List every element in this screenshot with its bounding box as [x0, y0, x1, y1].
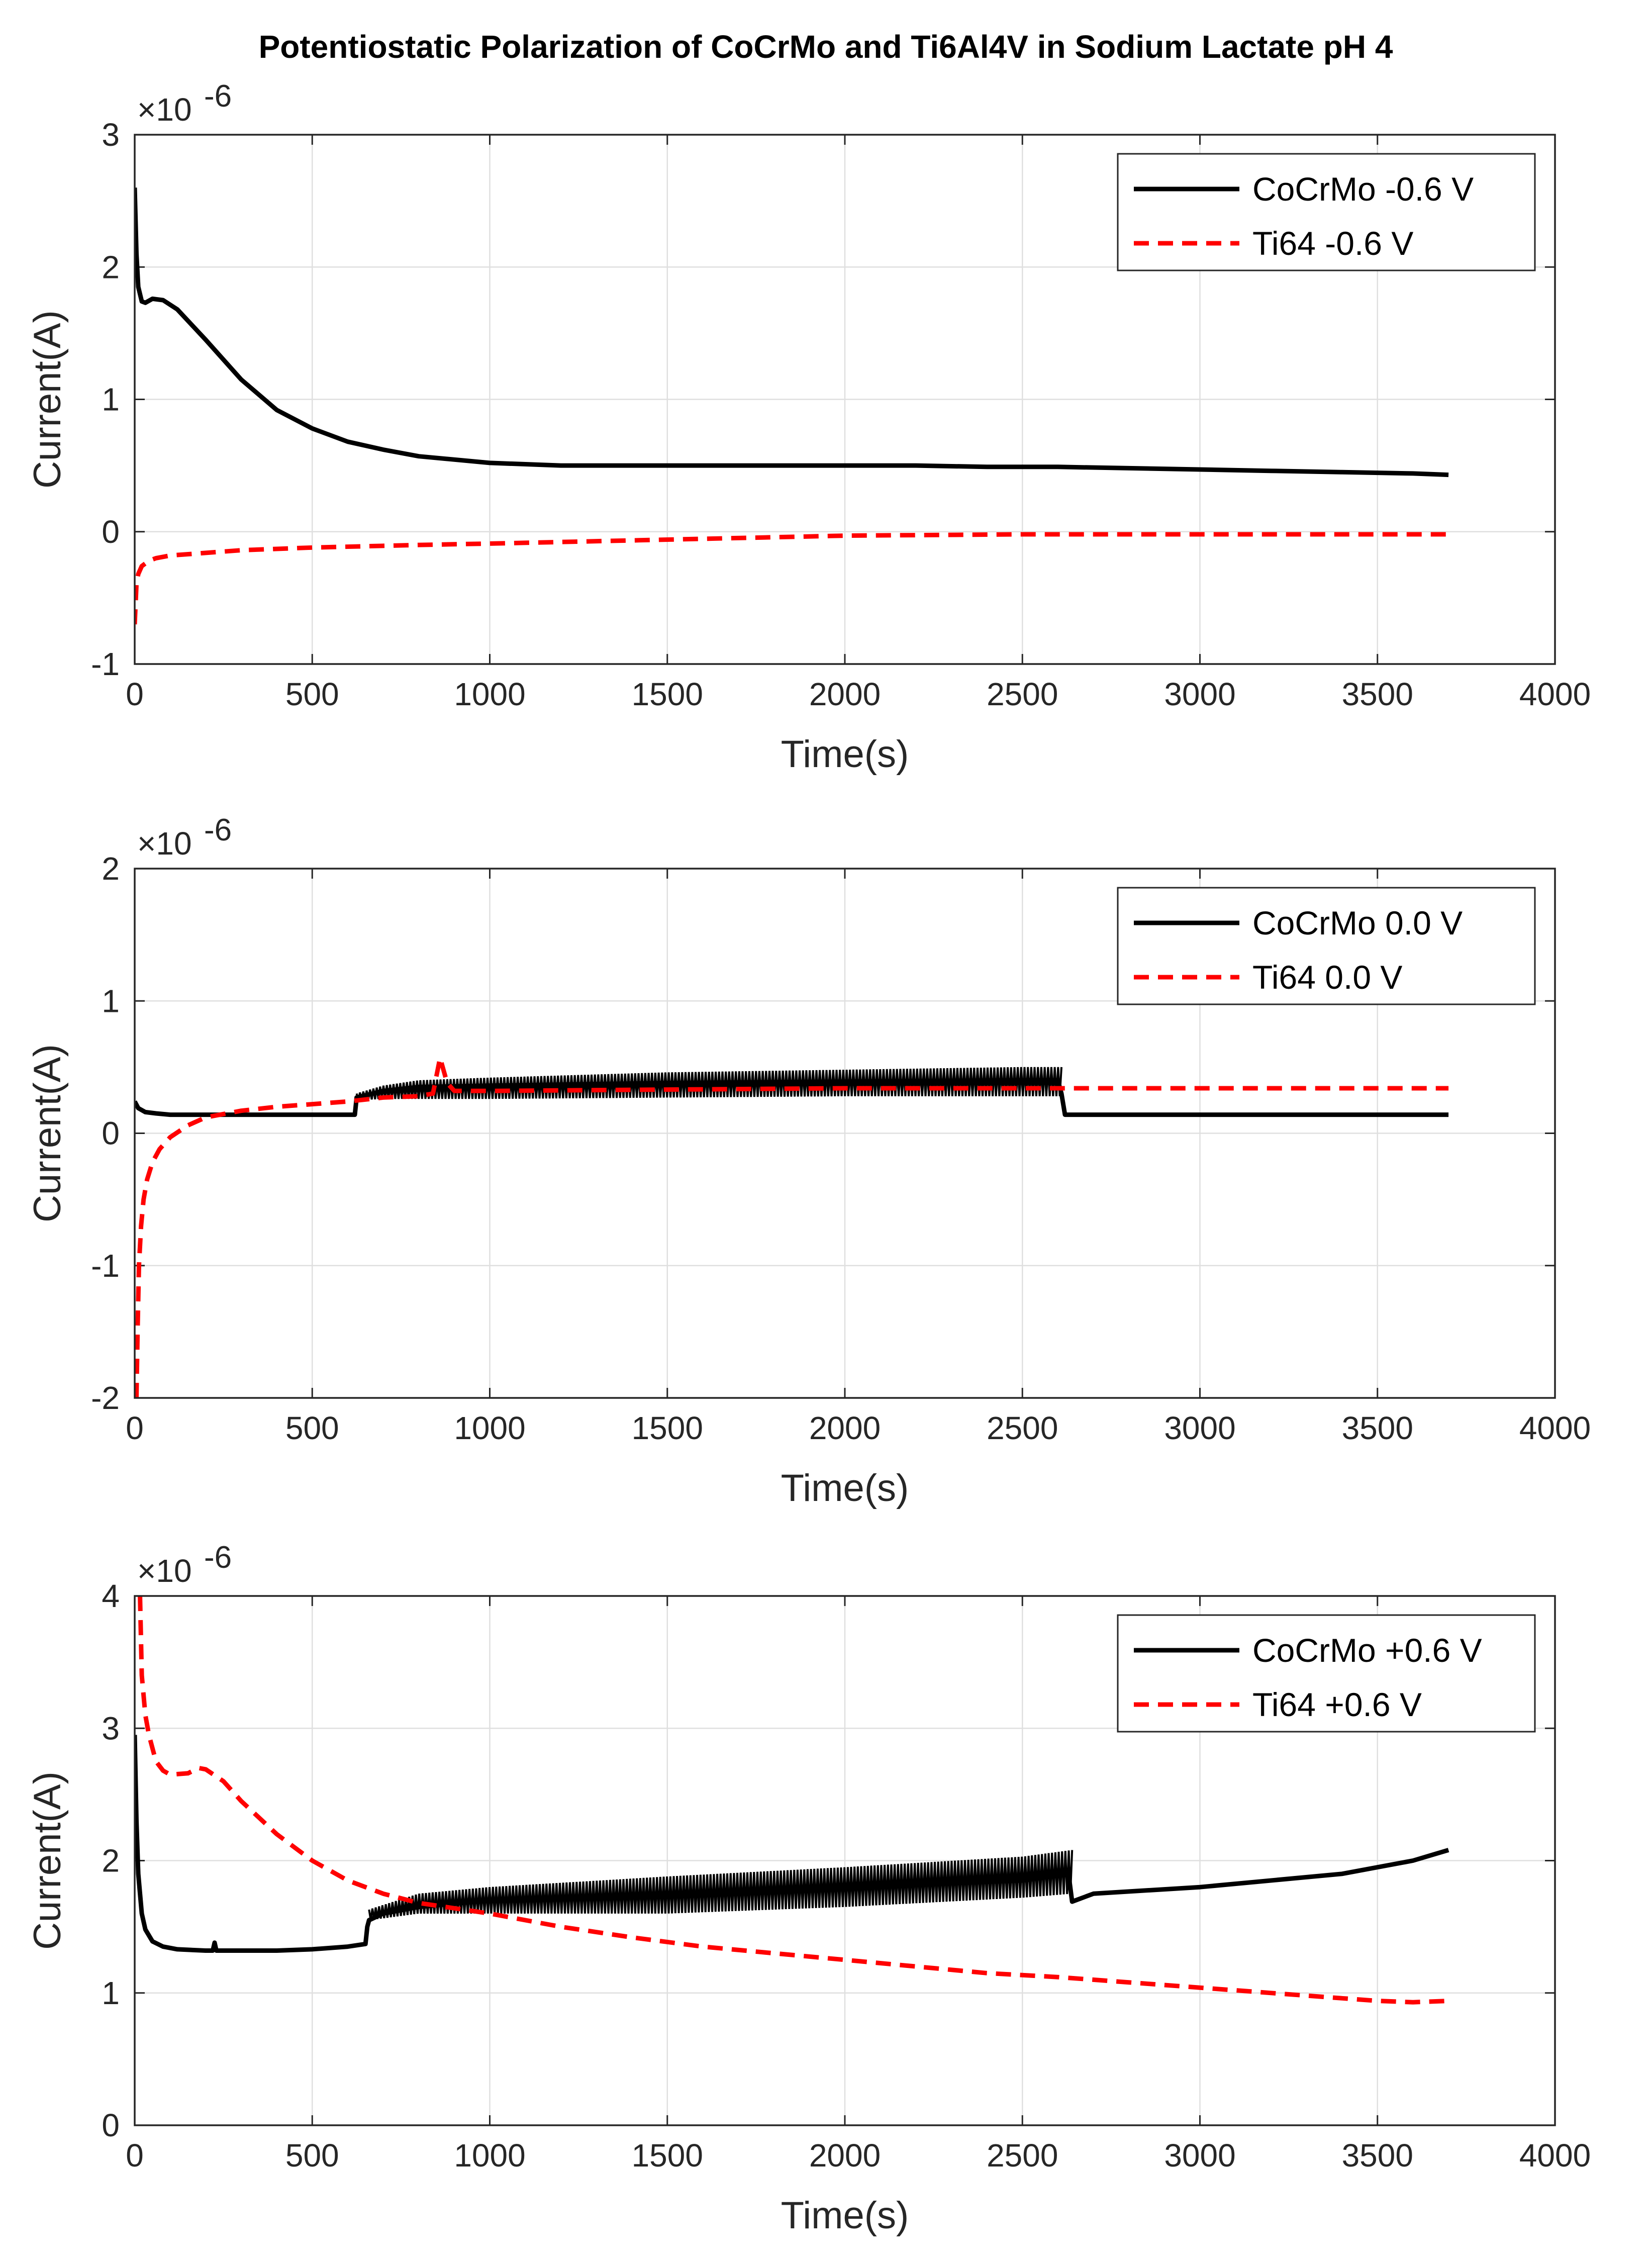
- y-tick-label: 1: [102, 983, 120, 1019]
- x-tick-label: 0: [126, 1410, 144, 1446]
- legend: CoCrMo +0.6 V Ti64 +0.6 V: [1117, 1614, 1536, 1733]
- legend: CoCrMo -0.6 V Ti64 -0.6 V: [1117, 153, 1536, 271]
- x-tick-label: 4000: [1519, 1410, 1591, 1446]
- x-axis-label: Time(s): [781, 1467, 909, 1510]
- x-tick-label: 4000: [1519, 2137, 1591, 2174]
- y-tick-label: 0: [102, 1115, 120, 1152]
- cocrmo-oscillation-band: [368, 1850, 1074, 1920]
- y-exponent-value: -6: [204, 79, 232, 114]
- y-tick-label: 3: [102, 117, 120, 153]
- legend-label: Ti64 0.0 V: [1252, 959, 1402, 996]
- x-tick-label: 1500: [632, 2137, 703, 2174]
- y-tick-label: 1: [102, 382, 120, 418]
- legend-box: [1117, 1614, 1536, 1733]
- legend-label: CoCrMo -0.6 V: [1252, 170, 1474, 208]
- figure-title: Potentiostatic Polarization of CoCrMo an…: [259, 29, 1393, 65]
- x-tick-label: 4000: [1519, 676, 1591, 712]
- data-layer: [135, 1055, 1449, 1398]
- x-tick-label: 1000: [454, 1410, 525, 1446]
- y-tick-label: 2: [102, 1843, 120, 1879]
- x-axis-label: Time(s): [781, 733, 909, 776]
- x-tick-label: 3000: [1164, 1410, 1235, 1446]
- axes-box: [134, 134, 1556, 665]
- legend-label: CoCrMo +0.6 V: [1252, 1632, 1482, 1669]
- x-tick-label: 2000: [809, 1410, 881, 1446]
- x-tick-label: 1500: [632, 1410, 703, 1446]
- chart-panel-3: 0 500 1000 1500 2000 2500 3000 3500 4000 0 1 2 3 4 ×10…: [26, 1540, 1591, 2237]
- y-tick-label: -2: [91, 1380, 120, 1416]
- y-tick-label: 0: [102, 514, 120, 550]
- y-exponent-value: -6: [204, 1540, 232, 1575]
- x-tick-label: 1500: [632, 676, 703, 712]
- legend-label: CoCrMo 0.0 V: [1252, 904, 1463, 941]
- y-axis-label: Current(A): [26, 1771, 69, 1950]
- x-tick-label: 3000: [1164, 2137, 1235, 2174]
- x-tick-label: 1000: [454, 676, 525, 712]
- data-layer: [135, 187, 1449, 625]
- y-tick-label: 2: [102, 851, 120, 887]
- x-tick-label: 2500: [987, 2137, 1058, 2174]
- cocrmo-series-line: [135, 1735, 1449, 1953]
- y-exponent-multiplier: ×10: [137, 825, 192, 862]
- legend-box: [1117, 887, 1536, 1005]
- y-tick-label: 4: [102, 1578, 120, 1614]
- ti64-series-line: [135, 532, 1449, 625]
- chart-panel-2: 0 500 1000 1500 2000 2500 3000 3500 4000 -2 -1 0 1 2 ×…: [26, 813, 1591, 1510]
- x-tick-label: 2500: [987, 676, 1058, 712]
- y-tick-label: 3: [102, 1710, 120, 1746]
- x-tick-label: 3500: [1342, 1410, 1413, 1446]
- x-tick-label: 1000: [454, 2137, 525, 2174]
- legend: CoCrMo 0.0 V Ti64 0.0 V: [1117, 887, 1536, 1005]
- y-axis-label: Current(A): [26, 1044, 69, 1222]
- chart-panel-1: 0 500 1000 1500 2000 2500 3000 3500 4000-10123×1…: [26, 79, 1591, 776]
- x-tick-label: 0: [126, 676, 144, 712]
- y-exponent-multiplier: ×10: [137, 91, 192, 128]
- x-tick-label: 2000: [809, 676, 881, 712]
- y-tick-label: -1: [91, 646, 120, 682]
- x-tick-label: 3500: [1342, 676, 1413, 712]
- x-tick-label: 500: [285, 676, 339, 712]
- y-exponent-value: -6: [204, 813, 232, 847]
- y-exponent-multiplier: ×10: [137, 1553, 192, 1589]
- ti64-series-line: [138, 1596, 1449, 2005]
- x-tick-label: 3500: [1342, 2137, 1413, 2174]
- cocrmo-series-line: [135, 1078, 1449, 1117]
- legend-label: Ti64 -0.6 V: [1252, 225, 1413, 262]
- x-axis-label: Time(s): [781, 2194, 909, 2237]
- axes-box: [134, 868, 1556, 1399]
- cocrmo-oscillation-band: [355, 1067, 1062, 1100]
- x-tick-label: 500: [285, 2137, 339, 2174]
- legend-box: [1117, 153, 1536, 271]
- y-tick-label: -1: [91, 1248, 120, 1284]
- x-tick-label: 2500: [987, 1410, 1058, 1446]
- cocrmo-series-line: [135, 187, 1449, 478]
- x-tick-label: 3000: [1164, 676, 1235, 712]
- y-tick-label: 1: [102, 1975, 120, 2011]
- axes-box: [134, 1595, 1556, 2126]
- x-tick-label: 0: [126, 2137, 144, 2174]
- y-tick-label: 2: [102, 249, 120, 285]
- x-tick-label: 2000: [809, 2137, 881, 2174]
- y-tick-label: 0: [102, 2107, 120, 2143]
- y-axis-label: Current(A): [26, 310, 69, 489]
- x-tick-label: 500: [285, 1410, 339, 1446]
- legend-label: Ti64 +0.6 V: [1252, 1686, 1422, 1723]
- data-layer: [135, 1596, 1449, 2005]
